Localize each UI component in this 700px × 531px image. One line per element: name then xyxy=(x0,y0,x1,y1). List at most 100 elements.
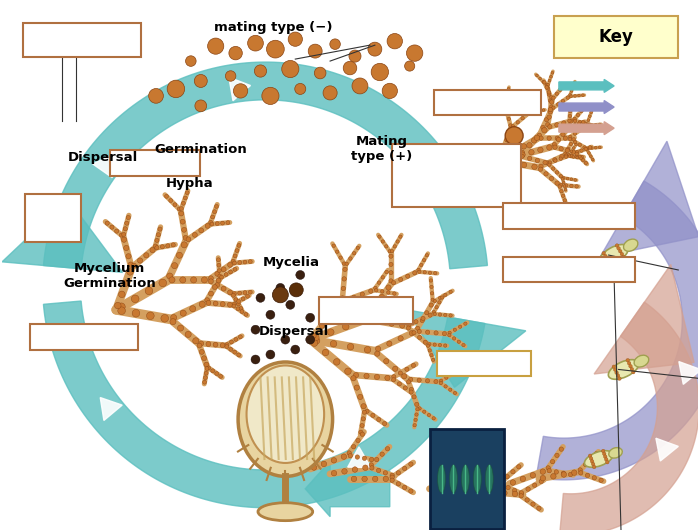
Circle shape xyxy=(186,237,191,242)
Circle shape xyxy=(156,233,160,237)
Circle shape xyxy=(190,306,196,312)
Circle shape xyxy=(115,302,121,309)
Circle shape xyxy=(360,292,365,296)
Circle shape xyxy=(589,155,592,158)
Circle shape xyxy=(561,99,565,102)
Circle shape xyxy=(592,465,596,469)
Circle shape xyxy=(562,181,565,184)
Circle shape xyxy=(355,455,360,459)
Circle shape xyxy=(519,492,524,496)
Circle shape xyxy=(186,56,196,66)
Circle shape xyxy=(377,281,381,285)
Circle shape xyxy=(105,221,109,225)
Circle shape xyxy=(229,270,232,274)
Circle shape xyxy=(587,151,590,155)
Circle shape xyxy=(237,302,240,306)
Circle shape xyxy=(391,378,395,382)
Circle shape xyxy=(209,279,214,284)
Circle shape xyxy=(561,472,566,477)
Circle shape xyxy=(546,161,550,165)
Circle shape xyxy=(335,250,339,253)
Circle shape xyxy=(545,123,550,127)
Circle shape xyxy=(512,491,518,496)
Circle shape xyxy=(172,262,178,269)
Circle shape xyxy=(385,375,390,381)
Circle shape xyxy=(328,329,334,336)
Circle shape xyxy=(559,157,563,160)
Circle shape xyxy=(568,119,571,123)
Circle shape xyxy=(568,135,572,139)
Circle shape xyxy=(585,473,589,477)
Circle shape xyxy=(539,77,542,80)
Circle shape xyxy=(521,116,524,120)
Circle shape xyxy=(432,417,435,420)
Circle shape xyxy=(383,470,388,475)
Circle shape xyxy=(342,323,349,330)
Circle shape xyxy=(606,257,609,261)
Circle shape xyxy=(448,333,451,337)
Circle shape xyxy=(554,159,557,162)
Circle shape xyxy=(381,276,384,279)
Circle shape xyxy=(403,386,407,390)
Circle shape xyxy=(364,373,369,379)
Circle shape xyxy=(599,478,603,483)
Circle shape xyxy=(430,485,436,491)
Circle shape xyxy=(569,142,573,146)
Circle shape xyxy=(398,382,402,386)
Circle shape xyxy=(178,325,183,331)
Circle shape xyxy=(330,340,337,347)
Circle shape xyxy=(587,119,590,122)
Circle shape xyxy=(213,301,218,306)
Circle shape xyxy=(450,373,454,376)
Circle shape xyxy=(119,233,123,237)
Circle shape xyxy=(536,158,540,162)
Circle shape xyxy=(550,459,555,464)
Circle shape xyxy=(371,63,388,81)
Circle shape xyxy=(461,477,467,482)
Circle shape xyxy=(328,313,333,318)
Circle shape xyxy=(532,97,535,99)
Circle shape xyxy=(423,271,426,274)
Circle shape xyxy=(545,117,549,122)
Circle shape xyxy=(504,100,507,104)
Bar xyxy=(433,90,542,115)
Circle shape xyxy=(508,88,510,90)
FancyBboxPatch shape xyxy=(554,16,678,58)
Circle shape xyxy=(544,172,548,176)
Circle shape xyxy=(122,280,130,286)
Circle shape xyxy=(444,376,448,379)
Circle shape xyxy=(236,307,240,311)
Circle shape xyxy=(519,491,524,495)
Circle shape xyxy=(529,105,532,108)
Circle shape xyxy=(393,292,396,295)
Circle shape xyxy=(214,204,218,208)
Circle shape xyxy=(578,143,582,147)
Circle shape xyxy=(430,285,433,288)
Circle shape xyxy=(384,245,388,248)
Circle shape xyxy=(620,252,624,256)
Circle shape xyxy=(209,291,214,296)
Circle shape xyxy=(477,463,482,467)
Circle shape xyxy=(505,111,509,114)
Circle shape xyxy=(475,479,480,483)
Circle shape xyxy=(570,154,573,158)
Circle shape xyxy=(400,323,405,328)
Circle shape xyxy=(281,335,290,344)
Circle shape xyxy=(532,164,537,169)
Ellipse shape xyxy=(449,465,457,493)
Circle shape xyxy=(121,237,127,242)
Text: Key: Key xyxy=(599,28,634,46)
Circle shape xyxy=(254,65,267,77)
Circle shape xyxy=(554,123,559,127)
Circle shape xyxy=(393,366,398,371)
Circle shape xyxy=(243,290,247,295)
Circle shape xyxy=(511,160,517,166)
Circle shape xyxy=(583,463,588,467)
Polygon shape xyxy=(656,438,678,461)
Bar xyxy=(503,203,636,228)
Circle shape xyxy=(491,92,494,95)
Circle shape xyxy=(556,138,561,142)
Circle shape xyxy=(500,159,506,164)
Circle shape xyxy=(458,325,462,328)
Circle shape xyxy=(568,155,571,158)
